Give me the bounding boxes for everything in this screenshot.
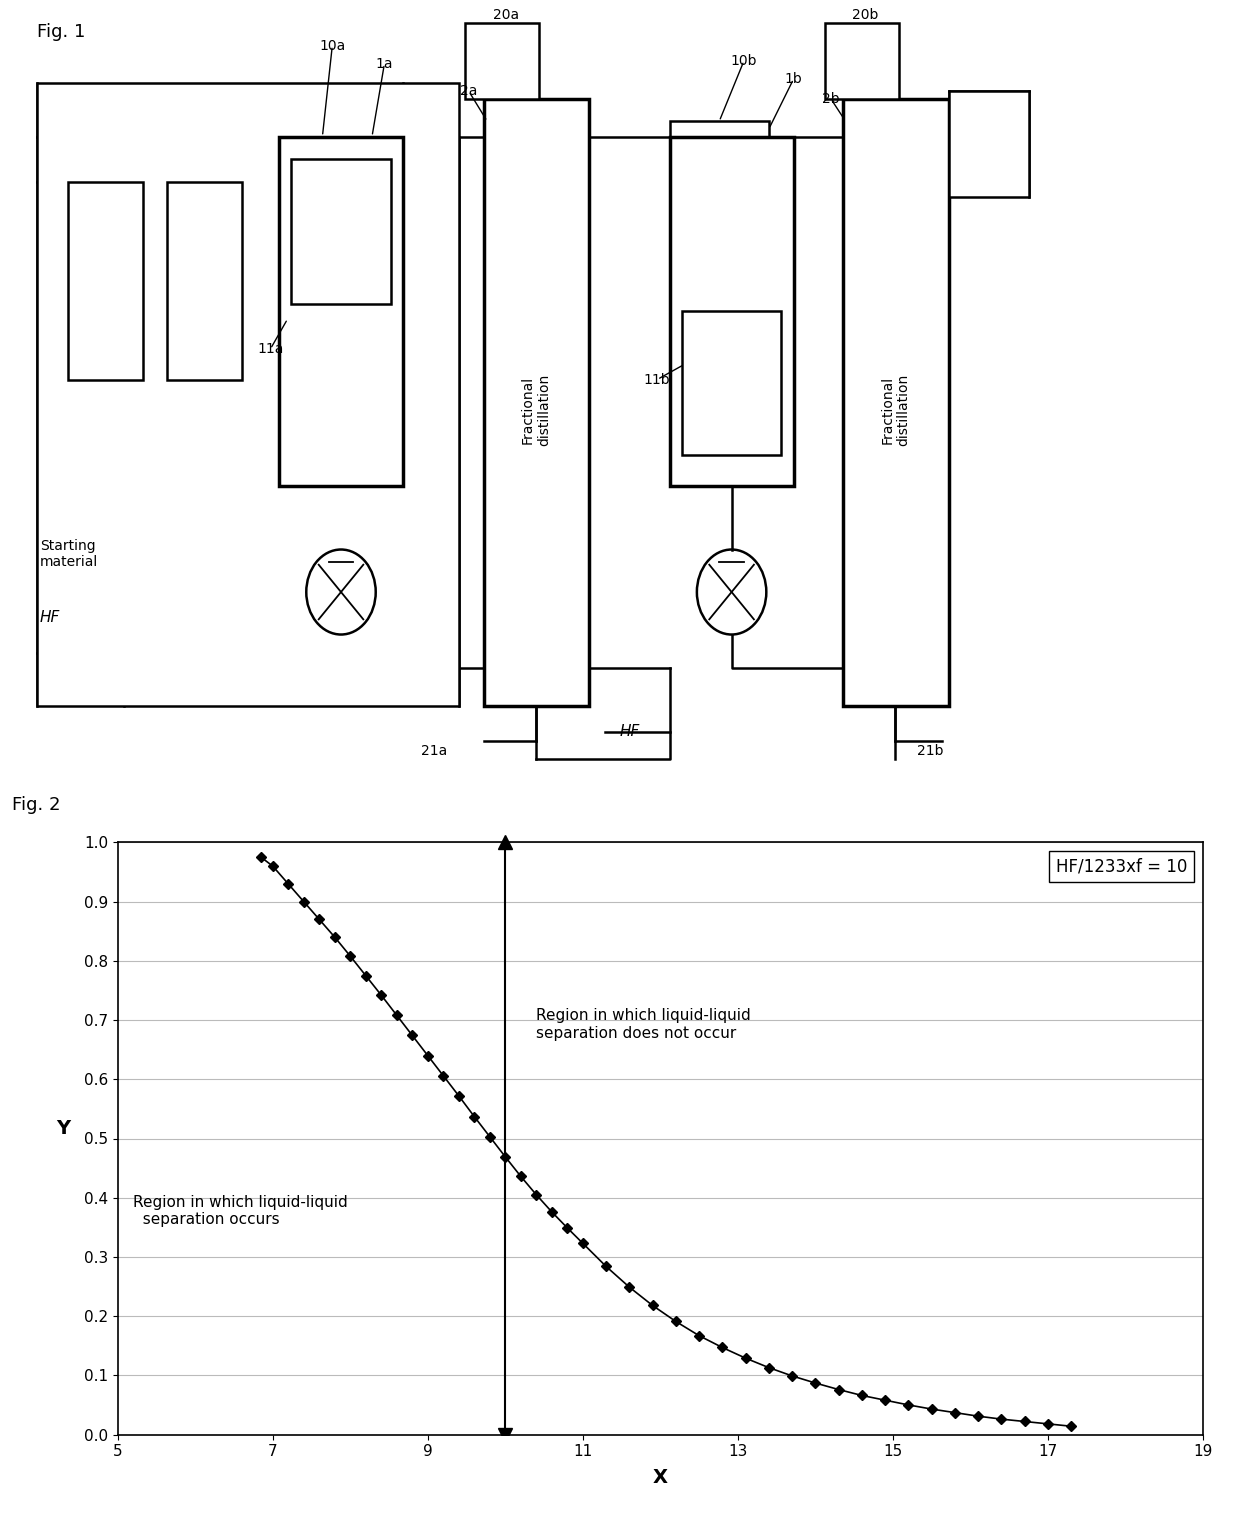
Text: 11b: 11b xyxy=(644,372,671,387)
Text: Fig. 2: Fig. 2 xyxy=(12,795,61,814)
Text: 20a: 20a xyxy=(492,8,520,23)
Bar xyxy=(825,23,899,99)
Text: 1b: 1b xyxy=(785,71,802,87)
X-axis label: X: X xyxy=(652,1468,668,1486)
Text: HF/1233xf = 10: HF/1233xf = 10 xyxy=(1056,858,1188,876)
Bar xyxy=(465,23,539,99)
Bar xyxy=(68,182,143,380)
Text: Region in which liquid-liquid
separation does not occur: Region in which liquid-liquid separation… xyxy=(537,1008,751,1041)
Text: HF: HF xyxy=(40,610,60,625)
Text: 21a: 21a xyxy=(420,744,448,759)
Bar xyxy=(670,137,794,486)
Text: 2b: 2b xyxy=(822,91,839,106)
Text: 1a: 1a xyxy=(376,56,393,71)
Text: 10a: 10a xyxy=(319,38,346,53)
Bar xyxy=(682,311,781,455)
Text: HF: HF xyxy=(620,724,640,739)
Text: 10b: 10b xyxy=(730,53,758,68)
Text: 21b: 21b xyxy=(916,744,944,759)
Bar xyxy=(279,137,403,486)
Bar xyxy=(670,121,769,288)
Bar xyxy=(167,182,242,380)
Text: Fractional
distillation: Fractional distillation xyxy=(521,373,551,446)
Bar xyxy=(291,159,391,304)
Text: Region in which liquid-liquid
  separation occurs: Region in which liquid-liquid separation… xyxy=(134,1195,348,1227)
Bar xyxy=(484,99,589,706)
Text: 11a: 11a xyxy=(257,342,284,357)
Text: 2a: 2a xyxy=(460,83,477,99)
Bar xyxy=(37,83,459,706)
Y-axis label: Y: Y xyxy=(56,1119,69,1138)
Text: Fig. 1: Fig. 1 xyxy=(37,23,86,41)
Text: Starting
material: Starting material xyxy=(40,539,98,569)
Text: 20b: 20b xyxy=(852,8,879,23)
Text: Fractional
distillation: Fractional distillation xyxy=(880,373,910,446)
Bar xyxy=(949,91,1029,197)
Bar xyxy=(843,99,949,706)
